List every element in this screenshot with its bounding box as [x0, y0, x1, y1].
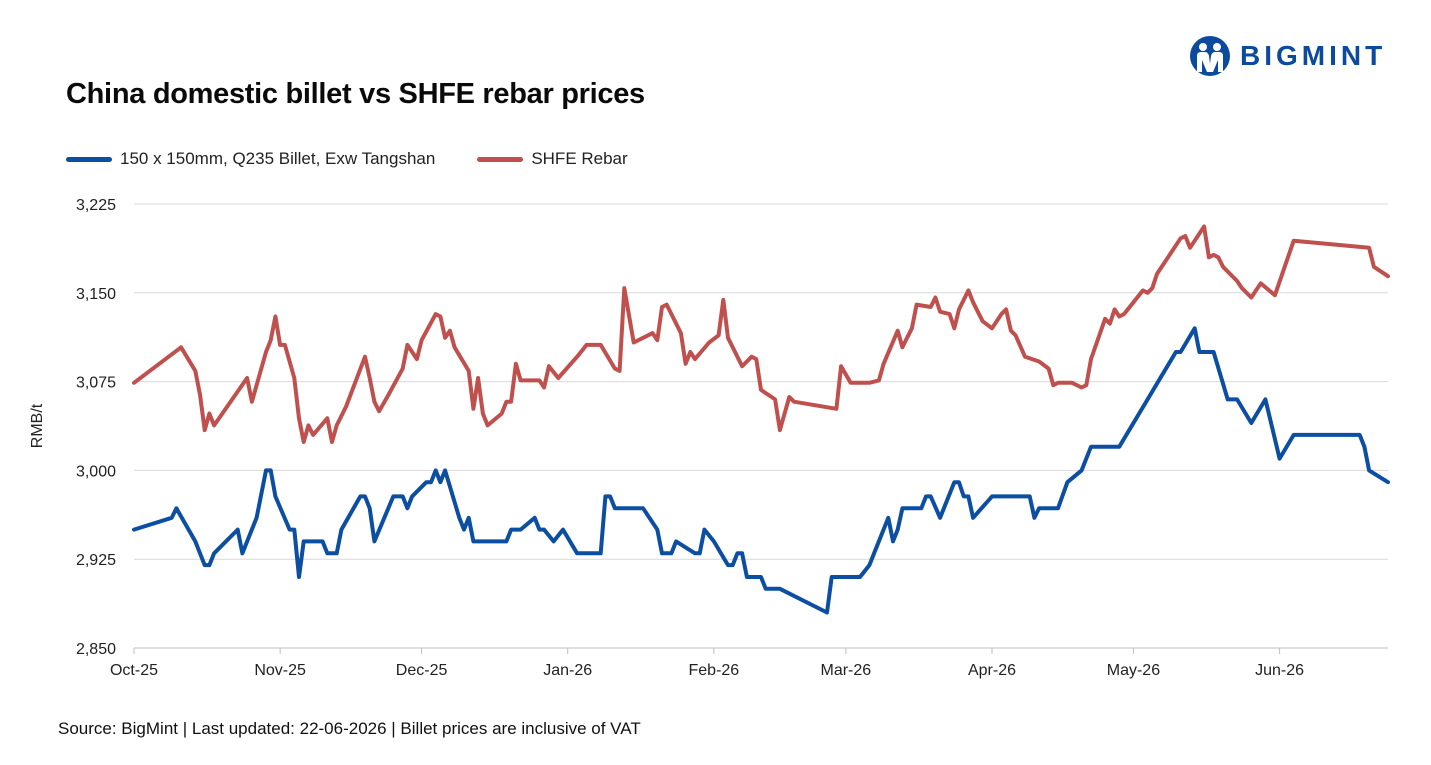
- brand-name: BIGMINT: [1240, 40, 1387, 71]
- x-tick-label: Oct-25: [110, 662, 158, 679]
- y-tick-label: 3,225: [76, 197, 116, 214]
- y-axis-title: RMB/t: [29, 403, 46, 448]
- chart-title: China domestic billet vs SHFE rebar pric…: [66, 78, 645, 110]
- series-line-billet: [132, 326, 1390, 615]
- x-tick-label: Feb-26: [689, 662, 740, 679]
- legend-label-billet: 150 x 150mm, Q235 Billet, Exw Tangshan: [120, 149, 436, 168]
- legend-label-rebar: SHFE Rebar: [531, 149, 628, 168]
- bigmint-logo: BIGMINT: [1188, 34, 1413, 78]
- x-tick-label: Apr-26: [968, 662, 1016, 679]
- bigmint-logo-icon: [1190, 36, 1230, 76]
- x-tick-label: May-26: [1107, 662, 1160, 679]
- series-line-rebar: [132, 224, 1390, 444]
- x-tick-label: Mar-26: [821, 662, 872, 679]
- source-note: Source: BigMint | Last updated: 22-06-20…: [58, 719, 641, 738]
- x-tick-label: Dec-25: [396, 662, 448, 679]
- legend: 150 x 150mm, Q235 Billet, Exw Tangshan S…: [66, 148, 670, 170]
- series-lines: [132, 224, 1390, 615]
- y-tick-label: 2,925: [76, 552, 116, 569]
- x-tick-label: Jan-26: [543, 662, 592, 679]
- x-tick-label: Jun-26: [1255, 662, 1304, 679]
- legend-item-rebar: SHFE Rebar: [477, 149, 628, 169]
- x-tick-label: Nov-25: [254, 662, 306, 679]
- y-tick-label: 3,150: [76, 286, 116, 303]
- y-tick-label: 3,075: [76, 375, 116, 392]
- legend-swatch-rebar: [477, 156, 524, 162]
- legend-swatch-billet: [66, 156, 112, 162]
- y-tick-label: 2,850: [76, 641, 116, 658]
- gridlines: [134, 203, 1388, 649]
- legend-item-billet: 150 x 150mm, Q235 Billet, Exw Tangshan: [66, 149, 435, 169]
- x-axis-ticks: Oct-25 Nov-25 Dec-25 Jan-26 Feb-26 Mar-26 Apr-…: [110, 648, 1304, 679]
- y-tick-label: 3,000: [76, 463, 116, 480]
- y-axis-ticks: 2,850 2,925 3,000 3,075 3,150 3,225: [76, 197, 116, 658]
